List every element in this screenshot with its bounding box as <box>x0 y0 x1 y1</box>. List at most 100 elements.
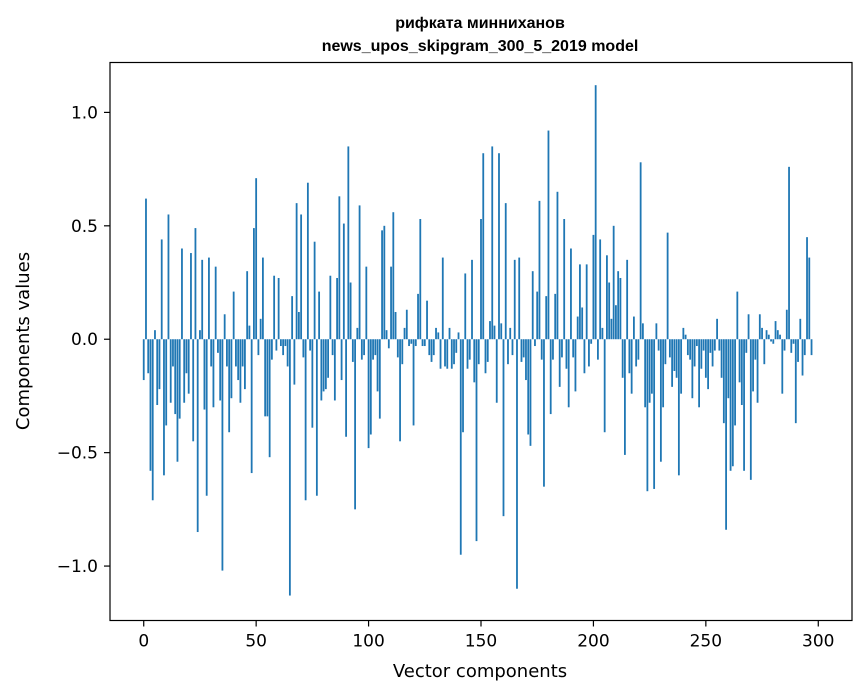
bar-193 <box>576 316 579 340</box>
bar-283 <box>779 334 781 340</box>
bar-70 <box>300 214 303 340</box>
bar-170 <box>525 339 527 381</box>
bar-235 <box>671 339 674 387</box>
bar-133 <box>441 257 444 340</box>
bar-42 <box>237 339 240 381</box>
bar-204 <box>601 327 604 340</box>
bar-62 <box>282 339 285 356</box>
bar-49 <box>253 228 255 340</box>
bar-87 <box>338 196 341 340</box>
bar-61 <box>279 339 282 347</box>
bar-284 <box>781 339 784 394</box>
bar-206 <box>606 255 608 340</box>
bar-89 <box>342 223 345 340</box>
bar-86 <box>336 277 338 340</box>
bar-116 <box>403 327 406 340</box>
bar-226 <box>650 339 653 394</box>
bar-159 <box>500 323 503 340</box>
bar-202 <box>597 339 599 360</box>
bar-112 <box>394 312 397 340</box>
bar-16 <box>178 339 181 419</box>
bar-220 <box>637 339 640 360</box>
bar-45 <box>244 339 246 390</box>
bar-157 <box>495 339 498 403</box>
bar-79 <box>320 339 323 401</box>
bar-118 <box>408 339 410 347</box>
bar-143 <box>464 273 467 340</box>
bar-137 <box>450 339 453 369</box>
bar-222 <box>641 323 644 340</box>
bar-166 <box>516 339 518 589</box>
bar-23 <box>194 228 197 340</box>
bar-146 <box>471 259 473 340</box>
bar-290 <box>794 339 797 424</box>
bar-191 <box>572 339 575 358</box>
bar-101 <box>369 339 372 435</box>
bar-192 <box>574 339 577 392</box>
bar-114 <box>399 339 401 442</box>
bar-263 <box>734 339 736 426</box>
bar-209 <box>612 225 615 340</box>
bar-57 <box>270 339 273 360</box>
x-tick-label: 50 <box>245 632 267 652</box>
bar-83 <box>329 275 332 340</box>
bar-237 <box>675 339 678 378</box>
bar-169 <box>522 339 525 358</box>
bar-22 <box>192 339 195 442</box>
bar-261 <box>729 339 732 471</box>
bar-277 <box>765 330 768 340</box>
bar-12 <box>169 339 172 403</box>
bar-165 <box>513 259 516 340</box>
bar-218 <box>633 316 635 340</box>
bar-131 <box>437 332 440 340</box>
bar-54 <box>264 339 267 417</box>
bar-160 <box>502 339 505 517</box>
bar-113 <box>396 339 399 358</box>
bar-18 <box>183 339 186 403</box>
bar-179 <box>545 296 548 340</box>
bar-249 <box>702 339 705 351</box>
bar-187 <box>563 219 566 340</box>
bar-242 <box>686 339 689 356</box>
bars-group <box>142 85 813 596</box>
bar-26 <box>201 259 204 340</box>
bar-75 <box>311 339 314 428</box>
bar-289 <box>792 339 795 344</box>
bar-167 <box>518 257 521 340</box>
bar-106 <box>381 230 383 340</box>
bar-46 <box>246 271 249 340</box>
bar-228 <box>655 323 658 340</box>
bar-13 <box>172 339 174 367</box>
bar-96 <box>358 205 361 340</box>
bar-56 <box>268 339 271 458</box>
x-axis-ticks: 0 50 100 150 200 250 300 <box>138 620 834 652</box>
bar-185 <box>558 339 561 387</box>
bar-109 <box>387 339 390 349</box>
bar-156 <box>493 325 496 340</box>
bar-211 <box>617 271 620 340</box>
bar-181 <box>549 339 552 415</box>
bar-29 <box>208 257 210 340</box>
bar-84 <box>331 339 334 356</box>
bar-74 <box>309 339 312 351</box>
bar-210 <box>615 305 617 340</box>
bar-40 <box>232 291 235 340</box>
bar-227 <box>653 339 656 489</box>
bar-215 <box>626 259 629 340</box>
bar-123 <box>419 219 422 340</box>
bar-135 <box>446 339 449 369</box>
bar-270 <box>749 339 752 480</box>
bar-48 <box>250 339 253 474</box>
bar-147 <box>473 339 476 383</box>
bar-4 <box>151 339 154 501</box>
bar-296 <box>808 257 811 340</box>
bar-293 <box>801 339 804 376</box>
bar-6 <box>156 339 159 406</box>
bar-20 <box>187 339 190 394</box>
bar-268 <box>745 339 748 353</box>
bar-136 <box>448 327 451 340</box>
bar-139 <box>455 339 458 353</box>
bar-186 <box>561 339 563 358</box>
bar-129 <box>432 339 435 356</box>
